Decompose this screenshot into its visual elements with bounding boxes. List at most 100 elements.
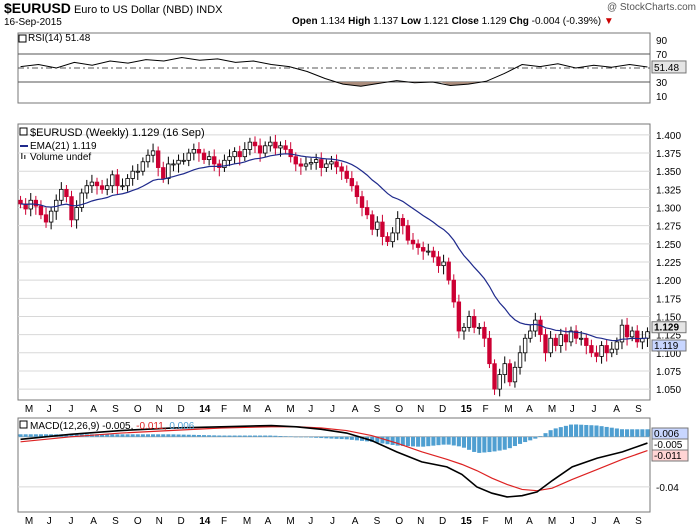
candle-up xyxy=(629,330,635,338)
macd-histogram-bar xyxy=(344,436,349,440)
macd-histogram-bar xyxy=(100,434,105,437)
candle-up xyxy=(375,221,380,230)
x-axis-label: A xyxy=(352,404,359,415)
macd-histogram-bar xyxy=(232,435,237,437)
macd-histogram-bar xyxy=(507,436,512,449)
candle-up xyxy=(278,145,283,149)
x-axis-label: J xyxy=(68,516,73,527)
candle-up xyxy=(568,330,574,343)
x-axis-label: M xyxy=(286,516,294,527)
macd-tag xyxy=(651,449,689,462)
candle-down xyxy=(436,256,441,267)
macd-histogram-bar xyxy=(140,434,145,437)
macd-histogram-bar xyxy=(635,429,640,437)
candle-down xyxy=(492,363,497,390)
candle-up xyxy=(466,316,472,328)
macd-histogram-bar xyxy=(28,434,33,437)
candle-up xyxy=(130,170,135,179)
macd-histogram-bar xyxy=(604,426,609,437)
rsi-tick-label: 10 xyxy=(656,92,668,103)
x-axis-label: D xyxy=(439,516,446,527)
candle-down xyxy=(273,141,278,149)
macd-histogram-bar xyxy=(410,436,416,447)
candle-up xyxy=(477,326,482,329)
macd-histogram-bar xyxy=(446,436,451,445)
candle-up xyxy=(186,152,191,161)
x-axis-label: M xyxy=(286,404,294,415)
candle-up xyxy=(390,232,395,243)
macd-histogram-bar xyxy=(247,435,252,437)
rsi-frame xyxy=(17,32,651,104)
candle-up xyxy=(176,159,181,165)
candle-down xyxy=(354,185,360,198)
rsi-legend: RSI(14) 51.48 xyxy=(28,33,91,44)
macd-histogram-bar xyxy=(436,436,441,446)
macd-histogram-bar xyxy=(212,435,217,437)
candle-down xyxy=(624,324,630,338)
x-axis-label: J xyxy=(330,516,335,527)
candle-up xyxy=(614,341,620,350)
candle-up xyxy=(181,159,186,162)
candle-up xyxy=(145,154,151,163)
x-axis-label: 15 xyxy=(461,516,473,527)
macd-histogram-bar xyxy=(201,435,207,437)
candle-up xyxy=(329,161,334,165)
macd-histogram-bar xyxy=(416,436,421,447)
macd-histogram-bar xyxy=(130,434,135,437)
ema-tag xyxy=(651,339,687,352)
candle-up xyxy=(263,145,268,154)
price-tick-label: 1.375 xyxy=(656,149,681,160)
macd-histogram-bar xyxy=(461,436,467,448)
rsi-line xyxy=(20,56,648,87)
candle-down xyxy=(212,156,217,165)
candle-down xyxy=(446,261,451,281)
macd-histogram-bar xyxy=(105,434,110,437)
macd-histogram-bar xyxy=(339,436,344,440)
macd-histogram-bar xyxy=(334,436,339,439)
candle-down xyxy=(349,178,355,187)
x-axis-label: D xyxy=(177,516,184,527)
price-tick-label: 1.150 xyxy=(656,312,681,323)
candle-up xyxy=(232,151,237,158)
candle-down xyxy=(405,225,411,241)
macd-legend-part: -0.005, xyxy=(102,421,136,432)
candle-up xyxy=(579,337,584,340)
candle-down xyxy=(604,345,609,354)
macd-legend-part: 0.006 xyxy=(169,421,194,432)
candle-down xyxy=(33,199,39,207)
macd-histogram-bar xyxy=(630,429,635,437)
ohlc-summary: Open 1.134 High 1.137 Low 1.121 Close 1.… xyxy=(292,16,614,27)
macd-histogram-bar xyxy=(145,434,151,437)
macd-histogram-bar xyxy=(467,436,472,450)
macd-histogram-bar xyxy=(354,436,359,441)
candle-up xyxy=(84,185,89,194)
candle-down xyxy=(257,145,263,154)
candle-down xyxy=(415,243,421,248)
macd-histogram-bar xyxy=(171,434,176,437)
candle-down xyxy=(431,250,436,258)
macd-histogram-bar xyxy=(523,436,528,443)
macd-histogram-bar xyxy=(298,436,303,438)
candle-up xyxy=(308,162,314,165)
candle-up xyxy=(120,185,125,188)
macd-histogram-bar xyxy=(191,434,196,437)
macd-histogram-bar xyxy=(252,435,258,437)
high-label: High xyxy=(348,16,371,27)
candle-down xyxy=(364,207,370,216)
macd-histogram-bar xyxy=(517,436,523,444)
candle-up xyxy=(548,337,553,354)
macd-histogram-bar xyxy=(472,436,477,452)
ema-tag-label: 1.119 xyxy=(654,341,679,352)
candle-down xyxy=(288,149,293,158)
x-axis-label: M xyxy=(548,516,556,527)
price-tick-label: 1.125 xyxy=(656,331,681,342)
candle-down xyxy=(359,196,365,208)
candle-up xyxy=(48,210,54,223)
macd-histogram-bar xyxy=(619,429,625,437)
x-axis-label: A xyxy=(265,404,272,415)
macd-histogram-bar xyxy=(584,424,589,437)
rsi-tick-label: 30 xyxy=(656,78,668,89)
macd-histogram-bar xyxy=(431,436,436,446)
x-axis-label: N xyxy=(417,404,424,415)
macd-histogram-bar xyxy=(314,436,319,438)
